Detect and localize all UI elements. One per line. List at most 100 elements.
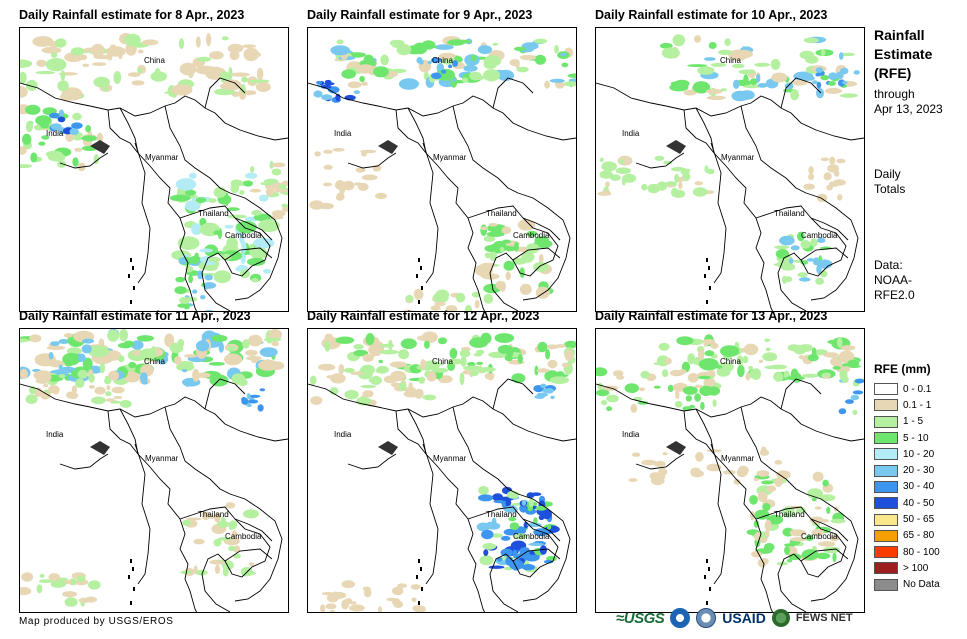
country-label-india: India (334, 430, 352, 439)
rainfall-patch (774, 477, 783, 488)
country-border (740, 406, 807, 495)
rainfall-patch (239, 190, 245, 195)
country-label-china: China (432, 357, 453, 366)
island-mark (708, 567, 710, 571)
rainfall-patch (20, 146, 27, 155)
rainfall-patch (330, 45, 350, 56)
rainfall-patch (736, 468, 748, 478)
rainfall-patch (370, 375, 382, 385)
rainfall-patch (188, 172, 197, 179)
rainfall-patch (117, 355, 125, 363)
country-border (596, 383, 864, 442)
rainfall-patch (81, 135, 98, 142)
legend-item: 0.1 - 1 (874, 397, 940, 413)
rainfall-patch (561, 62, 569, 68)
rainfall-patch (263, 268, 272, 274)
rainfall-patch (76, 575, 86, 582)
country-label-thailand: Thailand (486, 209, 517, 218)
rainfall-patch (336, 39, 344, 45)
rainfall-patch (119, 399, 132, 408)
rainfall-patch (537, 341, 548, 353)
rainfall-patch (58, 374, 66, 378)
rainfall-patch (797, 231, 805, 242)
legend-swatch (874, 383, 898, 396)
rainfall-patch (213, 270, 231, 284)
country-label-india: India (46, 129, 64, 138)
rainfall-map-panel: Daily Rainfall estimate for 10 Apr., 202… (595, 8, 885, 313)
rainfall-patch (338, 364, 345, 375)
rainfall-patch (182, 369, 188, 373)
rainfall-patch (647, 183, 661, 194)
rainfall-patch (20, 368, 28, 380)
rainfall-patch (731, 90, 749, 102)
country-border (59, 453, 109, 470)
rainfall-patch (722, 469, 736, 475)
rainfall-patch (663, 160, 673, 165)
rainfall-patch (527, 522, 542, 528)
rainfall-patch (547, 359, 558, 369)
rainfall-patch (830, 518, 846, 524)
rainfall-patch (470, 54, 477, 62)
rainfall-patch (460, 356, 467, 367)
panel-title: Daily Rainfall estimate for 11 Apr., 202… (19, 309, 251, 323)
rainfall-patch (456, 292, 466, 303)
rainfall-patch (564, 340, 576, 349)
rainfall-patch (441, 69, 447, 74)
rainfall-patch (178, 237, 198, 247)
rainfall-patch (91, 43, 105, 57)
rainfall-patch (359, 75, 365, 83)
rainfall-patch (61, 148, 66, 153)
rainfall-patch (704, 57, 716, 61)
data-line: Data: (874, 258, 903, 272)
island-mark (709, 587, 711, 591)
rainfall-patch (50, 123, 62, 131)
rainfall-patch (847, 359, 860, 368)
coast-mark (90, 441, 110, 455)
rainfall-patch (88, 385, 95, 389)
rainfall-patch (694, 384, 703, 388)
rainfall-patch (53, 389, 59, 395)
rainfall-patch (710, 62, 727, 67)
country-border (347, 453, 397, 470)
rainfall-patch (209, 51, 224, 60)
rainfall-patch (249, 394, 261, 398)
rainfall-patch (35, 378, 51, 384)
rainfall-patch (191, 223, 203, 235)
rainfall-patch (214, 512, 221, 523)
rainfall-patch (375, 368, 386, 374)
rainfall-patch (424, 340, 430, 349)
rainfall-patch (55, 38, 67, 48)
country-label-cambodia: Cambodia (513, 532, 550, 541)
island-mark (706, 258, 708, 262)
rainfall-patch (416, 57, 423, 64)
rainfall-patch (25, 79, 38, 91)
map-canvas: China India Myanmar Thailand Cambodia (20, 329, 288, 612)
rainfall-patch (683, 89, 697, 96)
rainfall-patch (483, 69, 500, 82)
rainfall-patch (816, 259, 833, 269)
rainfall-patch (528, 542, 544, 546)
rainfall-patch (671, 187, 679, 197)
rainfall-patch (399, 78, 419, 90)
country-label-cambodia: Cambodia (513, 231, 550, 240)
rainfall-patch (184, 200, 201, 211)
country-border (492, 378, 534, 410)
rainfall-patch (405, 294, 414, 302)
legend-item: 0 - 0.1 (874, 381, 940, 397)
rainfall-patch (139, 348, 156, 361)
legend-item: 30 - 40 (874, 479, 940, 495)
rainfall-patch (482, 543, 497, 550)
legend-swatch (874, 480, 898, 493)
island-mark (418, 559, 420, 563)
rainfall-patch (742, 355, 749, 364)
map-canvas: China India Myanmar Thailand Cambodia (596, 34, 864, 311)
rainfall-patch (511, 373, 526, 384)
rainfall-patch (810, 238, 818, 247)
rainfall-patch (240, 571, 257, 576)
rainfall-patch (182, 519, 192, 526)
rainfall-patch (549, 78, 565, 83)
rainfall-patch (378, 606, 383, 612)
rainfall-patch (193, 538, 205, 545)
rainfall-patch (501, 502, 506, 508)
island-mark (704, 575, 706, 579)
